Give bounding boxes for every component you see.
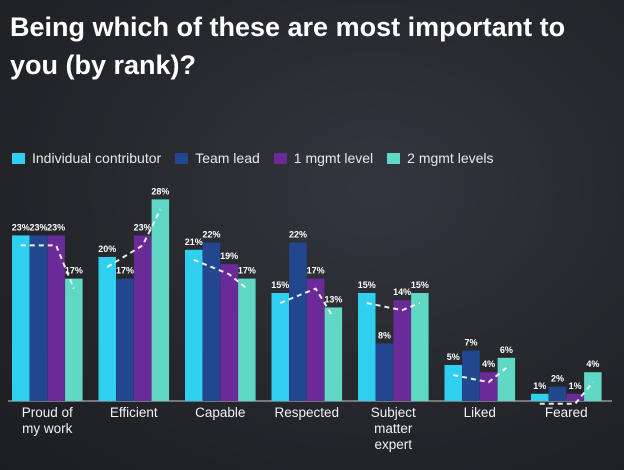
data-label: 21% (185, 237, 203, 247)
bar-1-4 (271, 293, 289, 401)
bar-1-5 (358, 293, 376, 401)
bar-2-3 (202, 242, 221, 401)
trend-line-1 (20, 244, 75, 289)
data-label: 22% (202, 230, 220, 240)
bar-1-2 (98, 257, 116, 401)
data-label: 6% (500, 345, 513, 355)
legend-swatch (12, 152, 25, 164)
data-label: 17% (307, 266, 325, 276)
bar-1-3 (185, 249, 203, 401)
bar-4-3 (238, 278, 256, 401)
bar-1-7 (531, 393, 549, 401)
data-label: 19% (220, 251, 238, 261)
x-tick-label: Feared (545, 405, 588, 420)
bar-4-2 (151, 199, 170, 401)
bar-2-6 (462, 350, 480, 401)
data-label: 1% (533, 381, 546, 391)
legend-item-individual-contributor: Individual contributor (12, 150, 161, 166)
bar-1-6 (444, 365, 462, 401)
data-label: 20% (98, 244, 116, 254)
x-tick-label: Efficient (110, 405, 158, 420)
trend-line-7 (539, 381, 594, 405)
x-tick-label: my work (22, 421, 72, 436)
x-tick-label: Liked (464, 405, 496, 420)
data-label: 23% (12, 222, 30, 232)
bar-4-5 (411, 293, 429, 401)
legend-swatch (273, 152, 287, 164)
x-tick-label: matter (374, 421, 413, 436)
legend-label: 1 mgmt level (293, 150, 374, 166)
trend-line-5 (366, 302, 421, 312)
bar-3-2 (133, 235, 152, 401)
chart-legend: Individual contributor Team lead 1 mgmt … (12, 150, 494, 166)
legend-item-2-mgmt-levels: 2 mgmt levels (387, 150, 494, 166)
bar-4-6 (497, 357, 516, 401)
data-label: 17% (116, 266, 134, 276)
bar-3-5 (393, 300, 411, 401)
data-label: 4% (586, 359, 599, 369)
data-label: 2% (551, 374, 564, 384)
x-tick-label: expert (375, 437, 413, 452)
data-label: 23% (134, 222, 152, 232)
x-tick-label: Subject (371, 405, 416, 420)
data-label: 23% (47, 222, 65, 232)
data-label: 1% (569, 381, 582, 391)
data-label: 15% (358, 280, 376, 290)
data-label: 5% (447, 352, 460, 362)
data-label: 13% (324, 294, 342, 304)
x-tick-label: Proud of (22, 405, 73, 420)
bar-3-3 (220, 264, 238, 401)
data-label: 14% (393, 287, 411, 297)
x-tick-label: Capable (195, 405, 245, 420)
data-label: 17% (238, 266, 256, 276)
bar-3-1 (47, 235, 65, 401)
bar-3-6 (479, 372, 498, 401)
data-label: 4% (482, 359, 495, 369)
x-tick-label: Respected (275, 405, 340, 420)
legend-swatch (175, 152, 189, 164)
legend-item-1-mgmt-level: 1 mgmt level (273, 150, 374, 166)
legend-item-team-lead: Team lead (175, 150, 260, 166)
data-label: 15% (411, 280, 429, 290)
bar-2-5 (375, 343, 394, 401)
data-label: 28% (151, 186, 169, 196)
trend-line-4 (279, 287, 335, 318)
chart-title: Being which of these are most important … (10, 12, 566, 80)
data-label: 15% (271, 280, 289, 290)
bar-2-1 (29, 235, 48, 401)
legend-swatch (387, 152, 401, 164)
legend-label: Team lead (195, 150, 260, 166)
bar-3-4 (306, 278, 325, 401)
trend-line-6 (453, 367, 507, 384)
legend-label: 2 mgmt levels (407, 150, 494, 166)
bar-3-7 (566, 393, 584, 401)
trend-line-2 (106, 208, 162, 268)
bar-1-1 (12, 235, 30, 401)
data-label: 23% (29, 222, 47, 232)
bar-2-2 (116, 278, 134, 401)
bar-2-7 (548, 386, 567, 401)
trend-line-3 (193, 258, 248, 290)
legend-label: Individual contributor (32, 150, 162, 166)
bar-4-4 (324, 307, 343, 401)
bar-4-1 (65, 278, 83, 401)
data-label: 8% (378, 330, 391, 340)
bar-2-4 (289, 242, 307, 401)
data-label: 7% (464, 338, 477, 348)
data-label: 22% (289, 230, 307, 240)
bar-4-7 (584, 372, 602, 401)
data-label: 17% (65, 266, 83, 276)
